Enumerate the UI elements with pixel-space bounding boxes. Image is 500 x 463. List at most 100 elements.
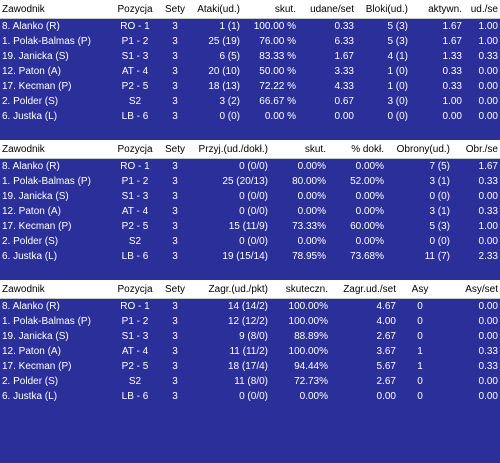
digs-value: 3 (1) [429, 176, 450, 187]
table-row[interactable]: 6. Justka (L) LB - 6 3 0 (0/0) 0.00% 0.0… [0, 389, 500, 404]
table-row[interactable]: 2. Polder (S) S2 3 0 (0/0) 0.00% 0.00% 0… [0, 234, 500, 249]
digs-value: 7 (5) [429, 161, 450, 172]
column-header-attack-efficiency[interactable]: skut. [242, 0, 298, 19]
player-position: AT - 4 [121, 66, 149, 77]
player-position: RO - 1 [120, 21, 150, 32]
table-header-row: Zawodnik Pozycja Sety Ataki(ud.) skut. u… [0, 0, 500, 19]
table-row[interactable]: 6. Justka (L) LB - 6 3 19 (15/14) 78.95%… [0, 249, 500, 264]
column-header-player[interactable]: Zawodnik [0, 0, 110, 19]
column-header-blocks[interactable]: Bloki(ud.) [356, 0, 410, 19]
table-row[interactable]: 6. Justka (L) LB - 6 3 0 (0) 0.00 % 0.00… [0, 109, 500, 124]
player-name: 12. Paton (A) [2, 206, 61, 217]
sets-value: 3 [172, 96, 178, 107]
table-row[interactable]: 8. Alanko (R) RO - 1 3 1 (1) 100.00 % 0.… [0, 19, 500, 35]
serves-value: 0 (0/0) [239, 391, 268, 402]
digs-value: 0 (0) [429, 191, 450, 202]
column-header-sets[interactable]: Sety [160, 0, 190, 19]
blocks-per-set-value: 0.00 [478, 66, 498, 77]
table-row[interactable]: 19. Janicka (S) S1 - 3 3 0 (0/0) 0.00% 0… [0, 189, 500, 204]
serve-efficiency-value: 88.89% [294, 331, 328, 342]
attacks-value: 3 (2) [219, 96, 240, 107]
player-position: LB - 6 [121, 391, 149, 402]
attack-efficiency-value: 66.67 % [259, 96, 296, 107]
serves-per-set-value: 2.67 [376, 376, 396, 387]
table-row[interactable]: 17. Kecman (P) P2 - 5 3 18 (13) 72.22 % … [0, 79, 500, 94]
table-header-row: Zawodnik Pozycja Sety Przyj.(ud./dokł.) … [0, 140, 500, 159]
table-row[interactable]: 19. Janicka (S) S1 - 3 3 9 (8/0) 88.89% … [0, 329, 500, 344]
player-name: 17. Kecman (P) [2, 81, 72, 92]
sets-value: 3 [172, 81, 178, 92]
aces-per-set-value: 0.00 [478, 376, 498, 387]
player-position: AT - 4 [121, 346, 149, 357]
player-name: 8. Alanko (R) [2, 21, 60, 32]
sets-value: 3 [172, 391, 178, 402]
sets-value: 3 [172, 221, 178, 232]
table-row[interactable]: 2. Polder (S) S2 3 11 (8/0) 72.73% 2.67 … [0, 374, 500, 389]
reception-efficiency-value: 0.00% [297, 236, 326, 247]
column-header-digs-per-set[interactable]: Obr./se [452, 140, 500, 159]
blocks-value: 3 (0) [387, 96, 408, 107]
attacks-value: 1 (1) [219, 21, 240, 32]
player-name: 6. Justka (L) [2, 111, 58, 122]
column-header-activity[interactable]: aktywn. [410, 0, 464, 19]
sets-value: 3 [172, 346, 178, 357]
table-row[interactable]: 1. Polak-Balmas (P) P1 - 2 3 12 (12/2) 1… [0, 314, 500, 329]
table-row[interactable]: 8. Alanko (R) RO - 1 3 0 (0/0) 0.00% 0.0… [0, 159, 500, 175]
table-row[interactable]: 12. Paton (A) AT - 4 3 20 (10) 50.00 % 3… [0, 64, 500, 79]
table-row[interactable]: 1. Polak-Balmas (P) P1 - 2 3 25 (20/13) … [0, 174, 500, 189]
column-header-accuracy-percent[interactable]: % dokł. [328, 140, 386, 159]
player-position: LB - 6 [121, 251, 149, 262]
sets-value: 3 [172, 66, 178, 77]
digs-per-set-value: 0.00 [478, 236, 498, 247]
column-header-player[interactable]: Zawodnik [0, 280, 110, 299]
column-header-successful-per-set[interactable]: udane/set [298, 0, 356, 19]
column-header-receptions[interactable]: Przyj.(ud./dokł.) [190, 140, 270, 159]
sets-value: 3 [172, 111, 178, 122]
column-header-aces-per-set[interactable]: Asy/set [442, 280, 500, 299]
column-header-position[interactable]: Pozycja [110, 0, 160, 19]
column-header-digs[interactable]: Obrony(ud.) [386, 140, 452, 159]
reception-efficiency-value: 0.00% [297, 161, 326, 172]
serves-per-set-value: 2.67 [376, 331, 396, 342]
sets-value: 3 [172, 301, 178, 312]
column-header-aces[interactable]: Asy [398, 280, 442, 299]
column-header-serves[interactable]: Zagr.(ud./pkt) [190, 280, 270, 299]
table-row[interactable]: 12. Paton (A) AT - 4 3 0 (0/0) 0.00% 0.0… [0, 204, 500, 219]
column-header-position[interactable]: Pozycja [110, 140, 160, 159]
player-position: P2 - 5 [121, 361, 149, 372]
table-row[interactable]: 17. Kecman (P) P2 - 5 3 18 (17/4) 94.44%… [0, 359, 500, 374]
column-header-sets[interactable]: Sety [160, 280, 190, 299]
column-header-player[interactable]: Zawodnik [0, 140, 110, 159]
successful-per-set-value: 0.67 [334, 96, 354, 107]
column-header-reception-efficiency[interactable]: skut. [270, 140, 328, 159]
blocks-per-set-value: 0.00 [478, 96, 498, 107]
sets-value: 3 [172, 361, 178, 372]
column-header-sets[interactable]: Sety [160, 140, 190, 159]
player-position: S1 - 3 [121, 331, 149, 342]
player-name: 8. Alanko (R) [2, 161, 60, 172]
column-header-serves-per-set[interactable]: Zagr.ud./set [330, 280, 398, 299]
table-row[interactable]: 12. Paton (A) AT - 4 3 11 (11/2) 100.00%… [0, 344, 500, 359]
table-row[interactable]: 1. Polak-Balmas (P) P1 - 2 3 25 (19) 76.… [0, 34, 500, 49]
column-header-attacks[interactable]: Ataki(ud.) [190, 0, 242, 19]
attack-efficiency-value: 0.00 % [264, 111, 296, 122]
table-row[interactable]: 2. Polder (S) S2 3 3 (2) 66.67 % 0.67 3 … [0, 94, 500, 109]
serve-stats-table: Zawodnik Pozycja Sety Zagr.(ud./pkt) sku… [0, 280, 500, 404]
column-header-blocks-per-set[interactable]: ud./se [464, 0, 500, 19]
serve-efficiency-value: 100.00% [288, 301, 328, 312]
player-name: 8. Alanko (R) [2, 301, 60, 312]
serves-value: 9 (8/0) [239, 331, 268, 342]
table-row[interactable]: 17. Kecman (P) P2 - 5 3 15 (11/9) 73.33%… [0, 219, 500, 234]
aces-value: 1 [417, 361, 423, 372]
serve-efficiency-value: 100.00% [288, 346, 328, 357]
column-header-position[interactable]: Pozycja [110, 280, 160, 299]
accuracy-percent-value: 0.00% [355, 236, 384, 247]
attacks-value: 18 (13) [208, 81, 240, 92]
table-row[interactable]: 19. Janicka (S) S1 - 3 3 6 (5) 83.33 % 1… [0, 49, 500, 64]
player-position: P1 - 2 [121, 176, 149, 187]
player-name: 17. Kecman (P) [2, 221, 72, 232]
activity-value: 1.00 [442, 96, 462, 107]
table-row[interactable]: 8. Alanko (R) RO - 1 3 14 (14/2) 100.00%… [0, 299, 500, 315]
activity-value: 1.67 [442, 21, 462, 32]
column-header-serve-efficiency[interactable]: skuteczn. [270, 280, 330, 299]
